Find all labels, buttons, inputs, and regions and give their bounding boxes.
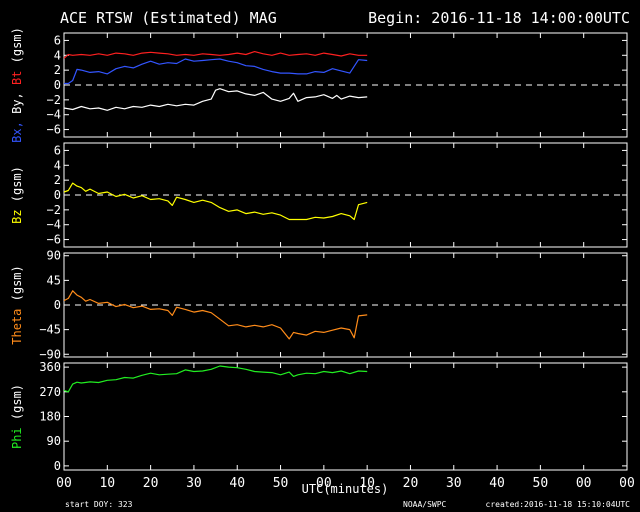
x-tick-label: 00 <box>56 476 72 491</box>
y-axis-label-part: (gsm) <box>10 265 24 308</box>
y-tick-label: 45 <box>47 273 61 287</box>
panel-3: 90 45 0 −45 −90 Theta (gsm) <box>10 249 628 361</box>
y-axis-label-part: (gsm) <box>10 27 24 70</box>
y-tick-label: 6 <box>54 143 61 157</box>
y-tick-label: −6 <box>47 123 61 137</box>
y-axis-label: Phi (gsm) <box>10 384 24 449</box>
y-axis-label-part: Bt <box>10 71 24 93</box>
y-tick-label: 0 <box>54 188 61 202</box>
series-phi-line <box>63 365 368 393</box>
series-by-line <box>63 88 368 111</box>
y-axis-label-part: (gsm) <box>10 384 24 427</box>
y-tick-label: 0 <box>54 78 61 92</box>
start-doy: start DOY: 323 <box>65 500 133 509</box>
y-tick-label: −6 <box>47 233 61 247</box>
y-tick-label: 180 <box>39 410 61 424</box>
created-time: created:2016-11-18 15:10:04UTC <box>486 500 631 509</box>
y-axis-label-part: Bx, <box>10 121 24 143</box>
y-tick-label: 90 <box>47 249 61 263</box>
y-tick-label: 2 <box>54 173 61 187</box>
y-tick-label: 360 <box>39 360 61 374</box>
y-tick-label: 2 <box>54 63 61 77</box>
y-tick-label: 4 <box>54 158 61 172</box>
y-tick-label: 90 <box>47 434 61 448</box>
x-tick-label: 00 <box>316 476 332 491</box>
y-axis-label-part: By, <box>10 92 24 121</box>
begin-time: Begin: 2016-11-18 14:00:00UTC <box>368 9 630 27</box>
y-tick-label: −4 <box>47 218 61 232</box>
y-axis-label: Bz (gsm) <box>10 166 24 224</box>
y-tick-label: −90 <box>39 347 61 361</box>
y-tick-label: 270 <box>39 385 61 399</box>
x-tick-label: 30 <box>446 476 462 491</box>
y-axis-label: Bx, By, Bt (gsm) <box>10 27 24 143</box>
y-axis-label-part: Phi <box>10 427 24 449</box>
y-axis-label-part: Bz <box>10 209 24 223</box>
x-tick-label: 40 <box>229 476 245 491</box>
series-theta-line <box>63 290 368 340</box>
y-tick-label: −45 <box>39 323 61 337</box>
series-bz-line <box>63 182 368 221</box>
y-tick-label: 0 <box>54 298 61 312</box>
y-axis-label: Theta (gsm) <box>10 265 24 344</box>
y-tick-label: −4 <box>47 108 61 122</box>
x-tick-label: 40 <box>489 476 505 491</box>
x-tick-label: 10 <box>359 476 375 491</box>
y-axis-label-part: Theta <box>10 309 24 345</box>
panel-4: 360 270 180 90 0 Phi (gsm) <box>10 360 628 473</box>
x-tick-label: 50 <box>273 476 289 491</box>
y-tick-label: −2 <box>47 93 61 107</box>
x-tick-label: 20 <box>143 476 159 491</box>
y-axis-label-part: (gsm) <box>10 166 24 209</box>
agency-label: NOAA/SWPC <box>403 500 447 509</box>
x-tick-label: 00 <box>576 476 592 491</box>
x-axis-label: UTC(minutes) <box>302 482 389 496</box>
x-tick-label: 20 <box>403 476 419 491</box>
series-bt-line <box>63 50 368 59</box>
x-tick-label: 10 <box>99 476 115 491</box>
series-bx-line <box>64 58 368 85</box>
x-tick-label: 00 <box>619 476 635 491</box>
y-tick-label: −2 <box>47 203 61 217</box>
chart-title: ACE RTSW (Estimated) MAG <box>60 9 277 27</box>
y-tick-label: 6 <box>54 33 61 47</box>
x-axis: 00 10 20 30 40 50 00 10 20 30 40 50 00 00 <box>56 476 635 491</box>
y-tick-label: 4 <box>54 48 61 62</box>
y-tick-label: 0 <box>54 459 61 473</box>
x-tick-label: 30 <box>186 476 202 491</box>
x-tick-label: 50 <box>533 476 549 491</box>
